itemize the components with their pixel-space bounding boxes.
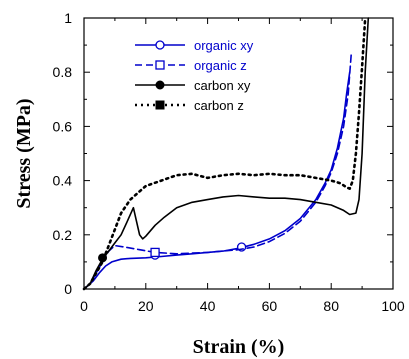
legend-label: carbon xy: [194, 78, 251, 93]
legend: organic xy organic z carbon xy carbon z: [135, 38, 254, 113]
legend-marker: [155, 80, 165, 90]
y-tick-label: 0: [64, 281, 72, 297]
series-line: [82, 16, 367, 291]
x-axis-title: Strain (%): [193, 336, 285, 358]
series-line: [83, 52, 353, 290]
x-tick-label: 40: [200, 298, 216, 314]
legend-item: carbon z: [135, 98, 244, 113]
y-axis-title: Stress (MPa): [13, 98, 35, 208]
y-tick-label: 0.6: [53, 118, 73, 134]
x-tick-label: 20: [138, 298, 154, 314]
y-tick-label: 0.4: [53, 173, 73, 189]
series-line: [83, 71, 351, 290]
legend-label: organic xy: [194, 38, 254, 53]
x-tick-label: 80: [323, 298, 339, 314]
x-tick-label: 100: [381, 298, 405, 314]
legend-marker: [155, 60, 165, 70]
series-line: [83, 17, 370, 290]
series-carbon-z: [82, 16, 367, 291]
legend-item: carbon xy: [135, 78, 251, 93]
legend-label: organic z: [194, 58, 247, 73]
y-tick-label: 1: [64, 10, 72, 26]
legend-marker: [155, 100, 165, 110]
x-tick-label: 0: [80, 298, 88, 314]
legend-label: carbon z: [194, 98, 244, 113]
legend-item: organic z: [135, 58, 247, 73]
y-tick-label: 0.2: [53, 227, 73, 243]
data-point-marker: [150, 247, 160, 258]
x-tick-label: 60: [262, 298, 278, 314]
legend-item: organic xy: [135, 38, 254, 53]
series-organic-z: [83, 52, 353, 290]
x-axis-ticks: 0 20 40 60 80 100: [80, 18, 405, 314]
legend-marker: [155, 40, 165, 50]
series-layer: [82, 16, 370, 291]
y-axis-ticks: 0 0.2 0.4 0.6 0.8 1: [53, 10, 393, 297]
y-tick-label: 0.8: [53, 64, 73, 80]
